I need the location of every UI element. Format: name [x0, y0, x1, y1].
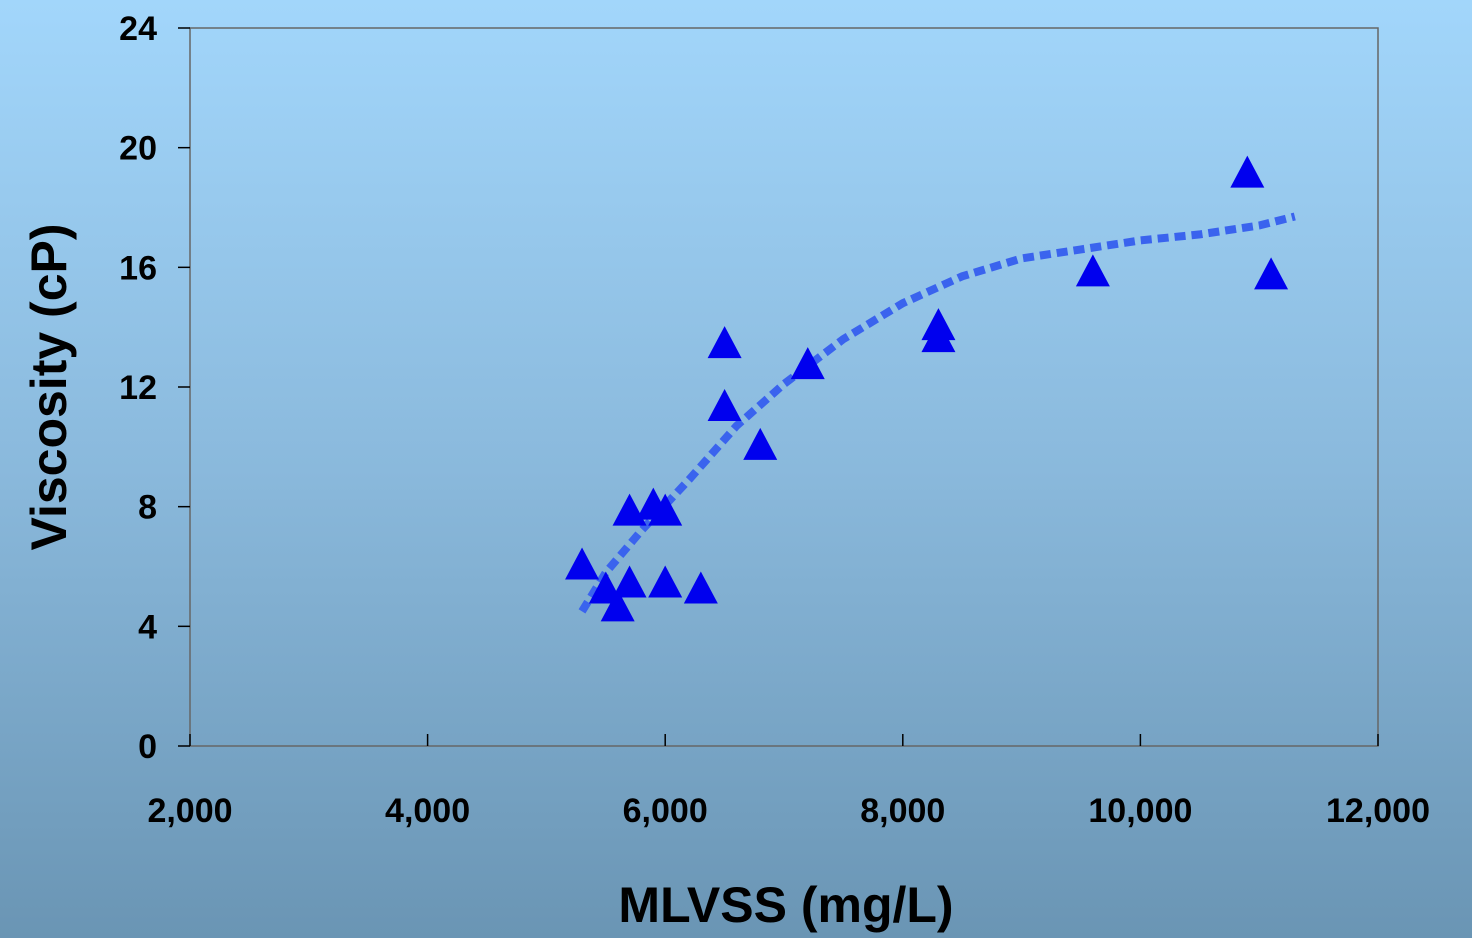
plot-area [189, 27, 1379, 747]
x-tick-label: 8,000 [860, 792, 945, 830]
data-point-triangle [743, 427, 778, 460]
data-point-triangle [1075, 254, 1110, 287]
y-tick-label: 8 [138, 489, 157, 527]
data-point-triangle [921, 320, 956, 353]
y-tick-label: 12 [119, 369, 157, 407]
data-point-triangle [1254, 257, 1289, 290]
trendline [578, 212, 1296, 614]
x-tick-label: 6,000 [623, 792, 708, 830]
data-point-triangle [565, 547, 600, 580]
x-tick-label: 10,000 [1088, 792, 1192, 830]
y-axis-title: Viscosity (cP) [21, 223, 77, 550]
x-axis: 2,000 4,000 6,000 8,000 10,000 12,000 [147, 734, 1430, 830]
y-tick-label: 16 [119, 249, 157, 287]
y-tick-label: 24 [119, 10, 157, 48]
data-point-triangle [600, 589, 635, 622]
x-tick-label: 4,000 [385, 792, 470, 830]
data-point-triangle [612, 565, 647, 598]
data-points [565, 155, 1289, 622]
data-point-triangle [707, 388, 742, 421]
data-point-triangle [612, 493, 647, 526]
x-axis-title: MLVSS (mg/L) [618, 877, 953, 933]
y-axis: 0 4 8 12 16 20 24 [119, 10, 190, 766]
data-point-triangle [707, 326, 742, 359]
y-tick-label: 20 [119, 130, 157, 168]
data-point-triangle [683, 571, 718, 604]
y-tick-label: 0 [138, 728, 157, 766]
x-tick-label: 2,000 [147, 792, 232, 830]
y-tick-label: 4 [138, 608, 157, 646]
x-tick-label: 12,000 [1326, 792, 1430, 830]
data-point-triangle [1230, 155, 1265, 188]
data-point-triangle [648, 565, 683, 598]
data-point-triangle [648, 493, 683, 526]
data-point-triangle [790, 347, 825, 380]
